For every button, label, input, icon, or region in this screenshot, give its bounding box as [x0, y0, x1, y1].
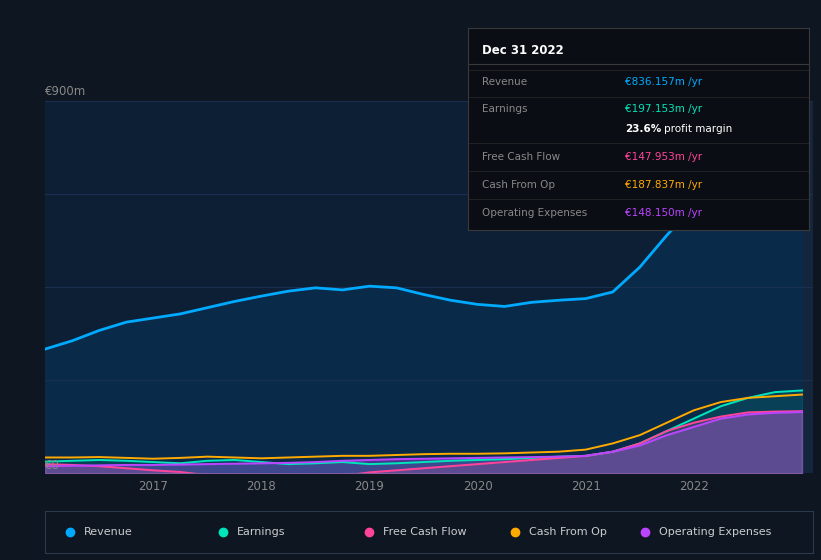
- Bar: [694, 101, 813, 473]
- Text: €148.150m /yr: €148.150m /yr: [625, 208, 702, 218]
- Text: Earnings: Earnings: [482, 104, 527, 114]
- Text: €900m: €900m: [45, 85, 86, 98]
- Text: €197.153m /yr: €197.153m /yr: [625, 104, 702, 114]
- Text: Revenue: Revenue: [84, 528, 132, 537]
- Text: €0: €0: [45, 459, 60, 472]
- Text: Dec 31 2022: Dec 31 2022: [482, 44, 563, 57]
- Text: 23.6%: 23.6%: [625, 124, 661, 134]
- Text: Operating Expenses: Operating Expenses: [659, 528, 772, 537]
- Text: profit margin: profit margin: [664, 124, 732, 134]
- Text: Cash From Op: Cash From Op: [482, 180, 555, 190]
- Text: €147.953m /yr: €147.953m /yr: [625, 152, 702, 162]
- Text: Free Cash Flow: Free Cash Flow: [383, 528, 466, 537]
- Text: Cash From Op: Cash From Op: [529, 528, 607, 537]
- Text: Free Cash Flow: Free Cash Flow: [482, 152, 560, 162]
- Text: Earnings: Earnings: [237, 528, 286, 537]
- Text: €187.837m /yr: €187.837m /yr: [625, 180, 702, 190]
- Text: Operating Expenses: Operating Expenses: [482, 208, 587, 218]
- Text: €836.157m /yr: €836.157m /yr: [625, 77, 702, 87]
- Text: Revenue: Revenue: [482, 77, 527, 87]
